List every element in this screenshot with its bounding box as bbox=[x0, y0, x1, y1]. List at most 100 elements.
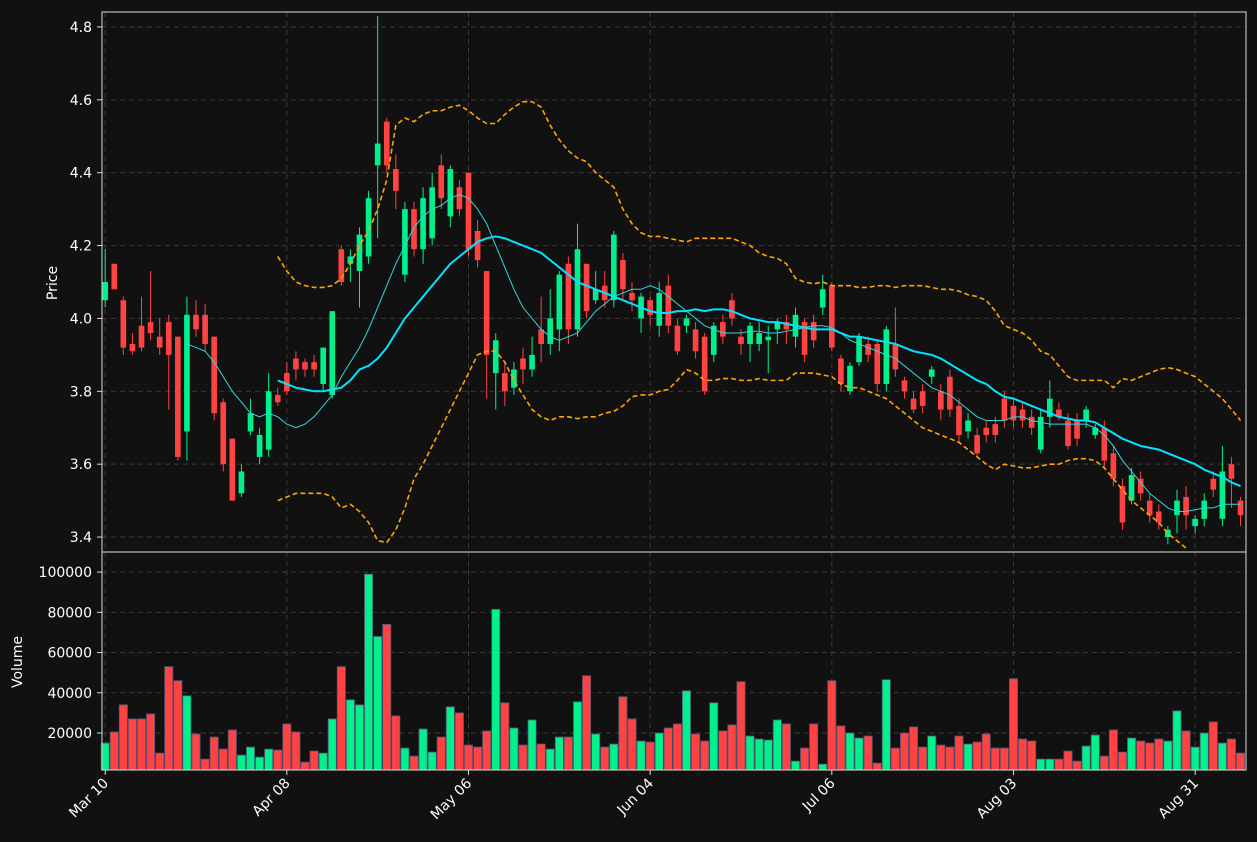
volume-bar bbox=[182, 695, 192, 771]
candle-body bbox=[701, 336, 708, 392]
volume-bar bbox=[1099, 755, 1109, 771]
x-tick-label: May 06 bbox=[428, 775, 476, 823]
x-tick-label: Jul 06 bbox=[799, 775, 839, 815]
volume-bar bbox=[1217, 742, 1227, 771]
candle-body bbox=[665, 285, 672, 326]
candle-body bbox=[629, 292, 635, 301]
volume-bar bbox=[899, 732, 909, 771]
x-tick-label: Aug 31 bbox=[1156, 776, 1202, 822]
candle-body bbox=[483, 271, 490, 355]
volume-bar bbox=[518, 744, 528, 771]
candle-body bbox=[692, 329, 699, 352]
volume-bar bbox=[809, 723, 819, 771]
volume-bar bbox=[1136, 740, 1146, 771]
candle-body bbox=[1201, 500, 1208, 519]
candle-body bbox=[265, 391, 272, 450]
indicator-line bbox=[277, 350, 1187, 549]
y-tick-label: 4.2 bbox=[70, 239, 92, 255]
candle-body bbox=[1228, 464, 1235, 479]
candle-body bbox=[1183, 496, 1189, 516]
volume-bar bbox=[999, 747, 1009, 771]
volume-bar bbox=[927, 735, 937, 771]
candle-body bbox=[111, 263, 118, 290]
volume-bar bbox=[373, 636, 383, 771]
candle-body bbox=[1092, 427, 1099, 436]
candle-body bbox=[983, 427, 990, 436]
candle-body bbox=[138, 325, 145, 348]
candle-body bbox=[492, 340, 499, 374]
volume-bar bbox=[709, 702, 719, 771]
candle-body bbox=[1065, 420, 1071, 446]
candle-body bbox=[347, 256, 354, 264]
candle-body bbox=[738, 336, 744, 344]
volume-bar bbox=[1027, 740, 1037, 771]
x-tick-label: Aug 03 bbox=[974, 776, 1020, 822]
volume-bar bbox=[327, 718, 337, 771]
volume-bar bbox=[754, 738, 764, 771]
candle-body bbox=[928, 369, 935, 377]
candle-body bbox=[293, 358, 299, 370]
candle-body bbox=[175, 336, 181, 457]
volume-bar bbox=[827, 680, 837, 771]
candle-body bbox=[838, 358, 844, 385]
y-tick-label: 4.8 bbox=[70, 20, 92, 36]
candle-body bbox=[511, 369, 517, 388]
volume-bar bbox=[209, 736, 219, 771]
volume-bar bbox=[963, 743, 973, 771]
candle-body bbox=[956, 405, 962, 436]
volume-bar bbox=[772, 719, 782, 771]
volume-bar bbox=[418, 728, 428, 771]
candle-body bbox=[465, 172, 472, 250]
volume-bar bbox=[872, 762, 882, 771]
candle-body bbox=[910, 398, 917, 410]
candle-body bbox=[1219, 471, 1226, 519]
volume-bar bbox=[636, 740, 646, 771]
volume-bar bbox=[736, 681, 746, 771]
volume-bar bbox=[718, 730, 728, 771]
candle-body bbox=[556, 274, 563, 330]
volume-bar bbox=[1117, 751, 1127, 771]
volume-bar bbox=[255, 756, 265, 771]
volume-bar bbox=[409, 755, 419, 771]
volume-bar bbox=[445, 706, 455, 771]
candle-body bbox=[1028, 416, 1035, 428]
candle-body bbox=[229, 438, 236, 501]
candle-body bbox=[683, 318, 690, 326]
volume-bar bbox=[563, 736, 573, 771]
candle-body bbox=[184, 314, 190, 432]
y-tick-label: 4.6 bbox=[70, 93, 92, 109]
volume-bar bbox=[200, 758, 210, 771]
candle-body bbox=[647, 300, 653, 315]
candle-body bbox=[147, 322, 154, 334]
volume-bar bbox=[246, 746, 255, 771]
volume-bar bbox=[300, 761, 310, 771]
volume-tick-label: 60000 bbox=[47, 646, 92, 662]
candle-body bbox=[320, 347, 326, 385]
candle-body bbox=[1165, 529, 1171, 538]
volume-tick-label: 100000 bbox=[39, 565, 92, 581]
candle-body bbox=[801, 322, 808, 355]
y-axis-label: Price bbox=[45, 266, 61, 300]
volume-bar bbox=[682, 690, 691, 771]
candle-body bbox=[592, 289, 599, 301]
x-tick-label: Mar 10 bbox=[66, 776, 112, 822]
volume-bar bbox=[1181, 730, 1191, 771]
candle-body bbox=[165, 322, 172, 355]
candle-body bbox=[937, 391, 944, 410]
volume-bar bbox=[854, 737, 864, 771]
volume-bar bbox=[273, 749, 283, 771]
candle-body bbox=[438, 165, 445, 199]
volume-bar bbox=[382, 623, 392, 771]
candle-body bbox=[1019, 409, 1026, 421]
volume-bar bbox=[118, 704, 128, 771]
volume-bar bbox=[1108, 729, 1118, 771]
volume-tick-label: 80000 bbox=[47, 605, 92, 621]
volume-bar bbox=[336, 666, 346, 771]
candle-body bbox=[810, 322, 817, 341]
candle-body bbox=[193, 314, 199, 330]
candle-body bbox=[1119, 486, 1126, 523]
candle-body bbox=[1074, 420, 1080, 439]
volume-bar bbox=[663, 727, 673, 771]
candle-body bbox=[656, 292, 663, 326]
volume-bar bbox=[536, 743, 546, 771]
